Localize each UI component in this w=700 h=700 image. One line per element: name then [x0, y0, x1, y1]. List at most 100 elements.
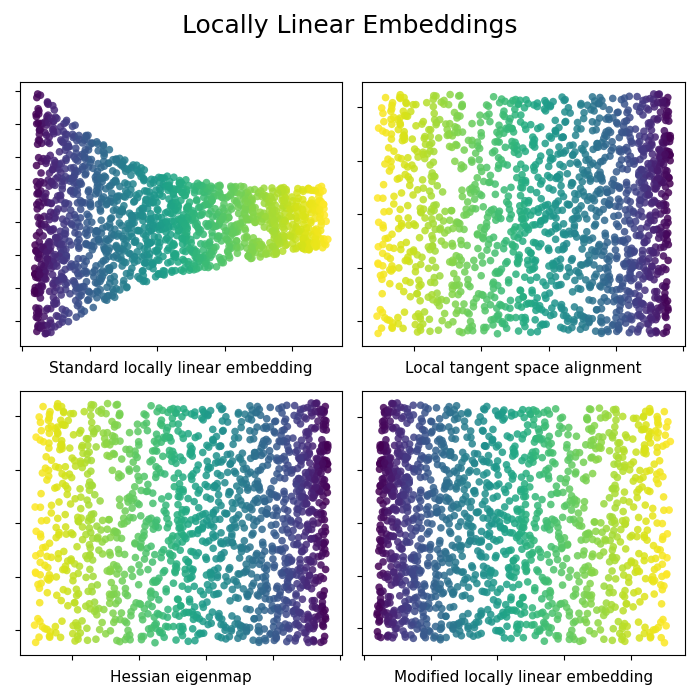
Point [127, 214, 138, 225]
Point [224, 252, 235, 263]
Point [584, 176, 596, 187]
Point [654, 145, 666, 156]
Point [617, 234, 629, 246]
Point [475, 495, 486, 506]
Point [432, 589, 443, 601]
Point [662, 146, 673, 157]
Point [564, 158, 575, 169]
Point [249, 184, 260, 195]
Point [593, 516, 604, 527]
Point [531, 272, 542, 283]
Point [628, 246, 639, 258]
Point [405, 106, 416, 117]
Point [636, 582, 647, 593]
Point [660, 430, 671, 441]
Point [629, 571, 640, 582]
Point [74, 291, 85, 302]
Point [196, 181, 207, 192]
Point [509, 487, 520, 498]
Point [74, 134, 85, 145]
Point [41, 111, 52, 122]
Point [637, 211, 648, 223]
Point [255, 251, 266, 262]
Point [144, 197, 155, 209]
Point [556, 303, 568, 314]
Point [514, 222, 526, 233]
Point [76, 290, 87, 301]
Point [508, 246, 519, 258]
Point [636, 164, 647, 175]
Point [619, 428, 630, 439]
Point [629, 635, 640, 646]
Point [321, 415, 332, 426]
Point [526, 285, 538, 296]
Point [66, 554, 77, 565]
Point [300, 228, 311, 239]
Point [316, 405, 328, 416]
Point [628, 273, 639, 284]
Point [182, 223, 193, 235]
Point [32, 181, 43, 193]
Point [277, 230, 288, 241]
Point [454, 474, 465, 485]
Point [384, 517, 395, 528]
Point [235, 542, 246, 553]
Point [181, 221, 193, 232]
Point [260, 211, 272, 222]
Point [173, 225, 184, 237]
Point [244, 512, 255, 523]
Point [520, 124, 531, 135]
Point [542, 518, 554, 529]
Point [441, 496, 452, 507]
Point [69, 209, 80, 220]
Point [178, 218, 190, 230]
Point [612, 106, 624, 118]
Point [412, 249, 423, 260]
Point [308, 488, 319, 499]
Point [654, 153, 666, 164]
Point [124, 427, 135, 438]
Point [237, 213, 248, 224]
Point [113, 209, 125, 220]
Point [120, 185, 132, 196]
Point [440, 598, 452, 609]
Point [419, 412, 430, 423]
Point [32, 312, 43, 323]
Point [256, 555, 267, 566]
Point [545, 172, 556, 183]
Point [397, 592, 408, 603]
Point [83, 433, 94, 444]
Point [514, 206, 526, 217]
Point [615, 531, 626, 542]
Point [442, 225, 454, 236]
Point [663, 489, 674, 500]
Point [405, 548, 416, 559]
Point [601, 187, 612, 198]
Point [178, 403, 189, 414]
Point [149, 435, 160, 447]
Point [646, 245, 657, 256]
Point [72, 197, 83, 209]
Point [203, 209, 214, 220]
Point [538, 525, 550, 536]
Point [249, 202, 260, 213]
Point [188, 264, 199, 275]
Point [147, 257, 158, 268]
Point [72, 620, 83, 631]
Point [385, 253, 396, 264]
Point [547, 517, 559, 528]
Point [315, 603, 326, 614]
Point [416, 252, 428, 263]
Point [595, 169, 606, 181]
Point [419, 414, 430, 425]
Point [141, 249, 153, 260]
Point [494, 485, 505, 496]
Point [205, 218, 216, 229]
Point [608, 142, 619, 153]
Point [186, 474, 197, 485]
Point [37, 242, 48, 253]
Point [63, 141, 74, 153]
Point [305, 197, 316, 209]
Point [405, 503, 416, 514]
Point [652, 575, 664, 586]
